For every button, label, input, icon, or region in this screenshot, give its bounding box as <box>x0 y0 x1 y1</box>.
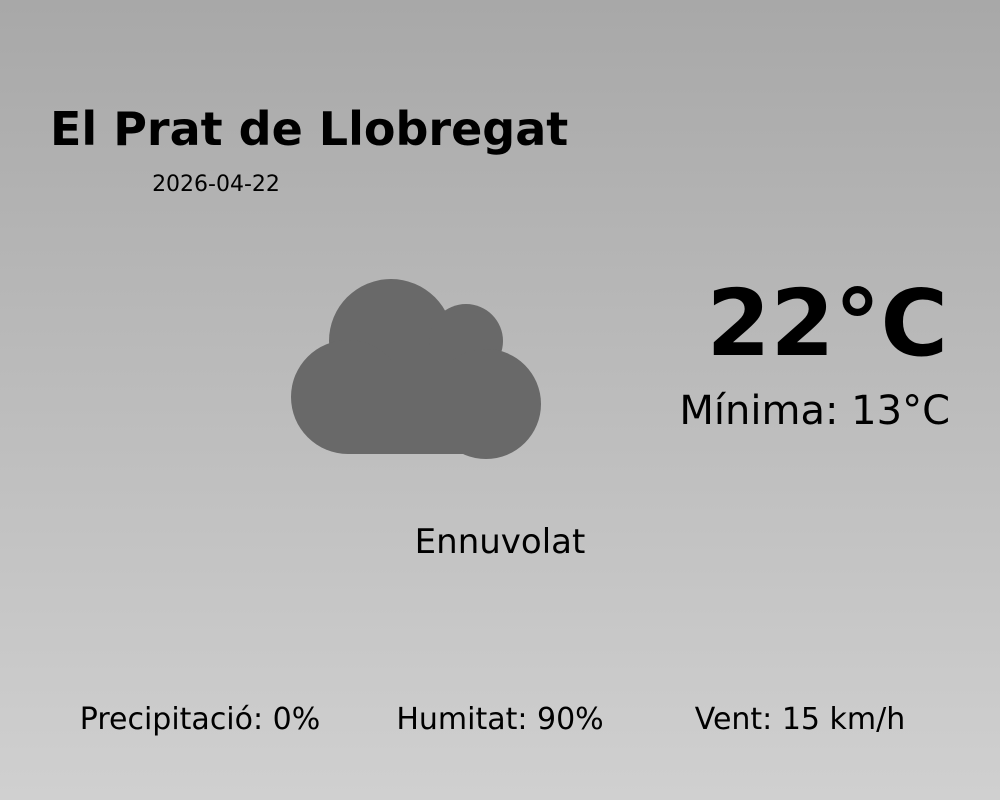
precipitation-stat: Precipitació: 0% <box>79 702 321 737</box>
date-label: 2026-04-22 <box>152 172 280 197</box>
wind-stat: Vent: 15 km/h <box>694 702 906 737</box>
humidity-stat: Humitat: 90% <box>396 702 604 737</box>
weather-condition: Ennuvolat <box>414 522 586 562</box>
current-temperature: 22°C <box>706 270 948 377</box>
minimum-temperature: Mínima: 13°C <box>679 388 950 434</box>
location-title: El Prat de Llobregat <box>50 102 569 156</box>
